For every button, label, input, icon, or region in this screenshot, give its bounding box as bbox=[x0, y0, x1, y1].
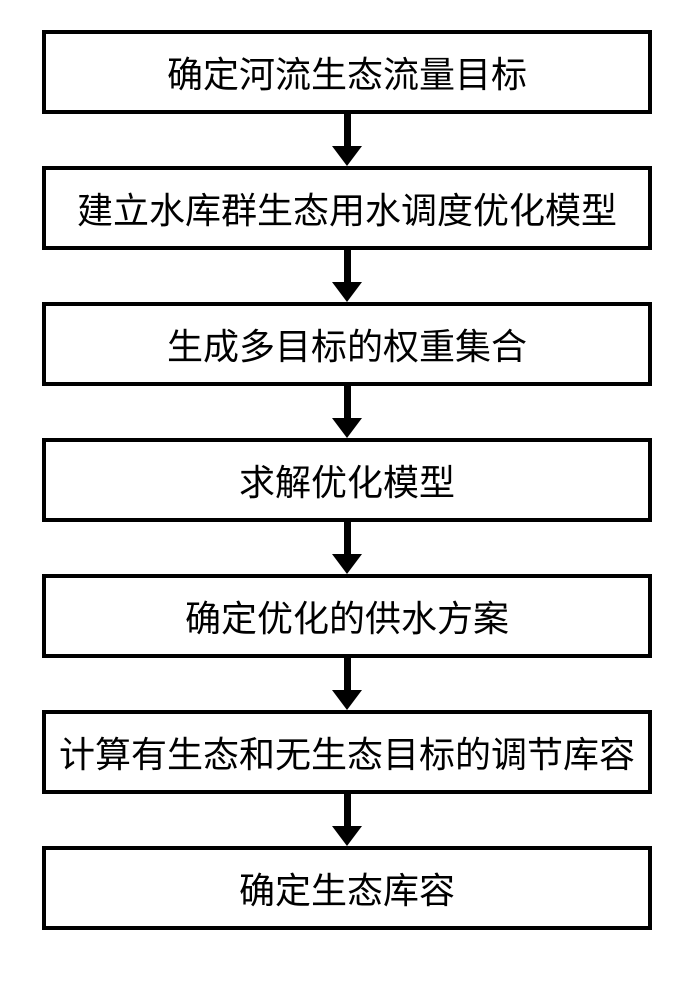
flowchart-step: 求解优化模型 bbox=[42, 438, 652, 522]
arrow-shaft bbox=[344, 250, 351, 282]
arrow-shaft bbox=[344, 386, 351, 418]
flowchart-step-label: 计算有生态和无生态目标的调节库容 bbox=[59, 726, 635, 778]
arrow-shaft bbox=[344, 658, 351, 690]
flowchart-arrow bbox=[332, 522, 362, 574]
flowchart-step: 计算有生态和无生态目标的调节库容 bbox=[42, 710, 652, 794]
flowchart-step-label: 求解优化模型 bbox=[239, 454, 455, 506]
flowchart-step-label: 生成多目标的权重集合 bbox=[167, 318, 527, 370]
flowchart-container: 确定河流生态流量目标建立水库群生态用水调度优化模型生成多目标的权重集合求解优化模… bbox=[0, 0, 694, 1000]
flowchart-arrow bbox=[332, 658, 362, 710]
flowchart-step: 建立水库群生态用水调度优化模型 bbox=[42, 166, 652, 250]
flowchart-step: 生成多目标的权重集合 bbox=[42, 302, 652, 386]
arrow-head-icon bbox=[332, 282, 362, 302]
flowchart-step-label: 确定河流生态流量目标 bbox=[167, 46, 527, 98]
flowchart-step-label: 确定优化的供水方案 bbox=[185, 590, 509, 642]
flowchart-step: 确定河流生态流量目标 bbox=[42, 30, 652, 114]
arrow-shaft bbox=[344, 794, 351, 826]
arrow-shaft bbox=[344, 522, 351, 554]
flowchart: 确定河流生态流量目标建立水库群生态用水调度优化模型生成多目标的权重集合求解优化模… bbox=[0, 30, 694, 930]
flowchart-step: 确定生态库容 bbox=[42, 846, 652, 930]
flowchart-step: 确定优化的供水方案 bbox=[42, 574, 652, 658]
flowchart-arrow bbox=[332, 794, 362, 846]
flowchart-step-label: 确定生态库容 bbox=[239, 862, 455, 914]
arrow-head-icon bbox=[332, 690, 362, 710]
flowchart-arrow bbox=[332, 250, 362, 302]
arrow-head-icon bbox=[332, 418, 362, 438]
flowchart-arrow bbox=[332, 386, 362, 438]
arrow-head-icon bbox=[332, 146, 362, 166]
arrow-shaft bbox=[344, 114, 351, 146]
arrow-head-icon bbox=[332, 554, 362, 574]
flowchart-arrow bbox=[332, 114, 362, 166]
flowchart-step-label: 建立水库群生态用水调度优化模型 bbox=[77, 182, 617, 234]
arrow-head-icon bbox=[332, 826, 362, 846]
